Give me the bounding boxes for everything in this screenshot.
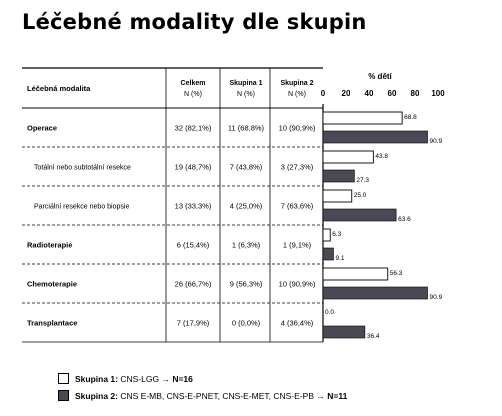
data-label-group1: 43.8 xyxy=(375,153,388,160)
cell-group1: 0 (0,0%) xyxy=(232,319,261,328)
cell-group2: 10 (90,9%) xyxy=(279,124,316,133)
data-label-group2: 9.1 xyxy=(335,255,344,262)
x-tick-label: 40 xyxy=(365,89,374,98)
x-tick-label: 80 xyxy=(411,89,420,98)
row-label: Chemoterapie xyxy=(27,280,77,289)
data-label-group2: 90.9 xyxy=(430,138,443,145)
bar-group1 xyxy=(322,228,331,242)
header-total-unit: N (%) xyxy=(184,91,202,98)
bar-group2 xyxy=(322,325,366,339)
legend-key-group2: Skupina 2: xyxy=(75,390,118,401)
legend-item-group2: Skupina 2: CNS E-MB, CNS-E-PNET, CNS-E-M… xyxy=(58,387,347,404)
legend-desc-group2: CNS E-MB, CNS-E-PNET, CNS-E-MET, CNS-E-P… xyxy=(120,390,325,401)
header-total: Celkem xyxy=(181,80,206,87)
bar-group2 xyxy=(322,286,428,300)
cell-total: 6 (15,4%) xyxy=(177,241,210,250)
bar-group1 xyxy=(322,111,403,125)
cell-total: 26 (66,7%) xyxy=(175,280,212,289)
header-group1: Skupina 1 xyxy=(229,80,262,87)
data-label-group1: 0.0 xyxy=(325,309,334,316)
cell-group1: 11 (68,8%) xyxy=(228,124,265,133)
row-label: Transplantace xyxy=(27,319,77,328)
x-tick-label: 100 xyxy=(431,89,445,98)
legend-key-group1: Skupina 1: xyxy=(75,373,118,384)
cell-group2: 4 (36,4%) xyxy=(281,319,314,328)
legend-swatch-group1 xyxy=(58,373,69,384)
header-group2: Skupina 2 xyxy=(280,80,313,87)
bar-group2 xyxy=(322,130,428,144)
data-label-group1: 6.3 xyxy=(332,231,341,238)
cell-group2: 7 (63,6%) xyxy=(281,202,314,211)
data-label-group2: 63.6 xyxy=(398,216,411,223)
data-label-group1: 68.8 xyxy=(404,114,417,121)
cell-group2: 1 (9,1%) xyxy=(283,241,312,250)
legend-item-group1: Skupina 1: CNS-LGG → N=16 xyxy=(58,370,347,387)
row-label: Radioterapie xyxy=(27,241,72,250)
data-label-group1: 56.3 xyxy=(390,270,403,277)
cell-group1: 7 (43,8%) xyxy=(230,163,263,172)
bar-group1 xyxy=(322,267,389,281)
axis-title: % dětí xyxy=(368,72,392,81)
data-label-group2: 27.3 xyxy=(356,177,369,184)
cell-group2: 10 (90,9%) xyxy=(279,280,316,289)
bar-group1 xyxy=(322,189,353,203)
bar-group2 xyxy=(322,247,334,261)
bar-group1 xyxy=(322,150,374,164)
data-label-group2: 36.4 xyxy=(367,333,380,340)
data-label-group2: 90.9 xyxy=(430,294,443,301)
data-label-group1: 25.0 xyxy=(354,192,367,199)
header-group1-unit: N (%) xyxy=(237,91,255,98)
row-label: Operace xyxy=(27,124,57,133)
x-tick-label: 20 xyxy=(342,89,351,98)
cell-group1: 4 (25,0%) xyxy=(230,202,263,211)
legend-swatch-group2 xyxy=(58,390,69,401)
cell-group2: 3 (27,3%) xyxy=(281,163,314,172)
legend-desc-group1: CNS-LGG → xyxy=(120,373,170,384)
cell-group1: 9 (56,3%) xyxy=(230,280,263,289)
cell-total: 32 (82,1%) xyxy=(175,124,212,133)
x-tick-label: 0 xyxy=(321,89,326,98)
bar-group2 xyxy=(322,208,397,222)
x-tick-label: 60 xyxy=(388,89,397,98)
header-group2-unit: N (%) xyxy=(288,91,306,98)
legend: Skupina 1: CNS-LGG → N=16 Skupina 2: CNS… xyxy=(58,370,347,404)
chart-title: Léčebné modality dle skupin xyxy=(22,10,367,34)
header-modality: Léčebná modalita xyxy=(27,84,91,93)
row-label: Parciální resekce nebo biopsie xyxy=(34,204,129,211)
legend-n-group1: N=16 xyxy=(172,373,193,384)
cell-group1: 1 (6,3%) xyxy=(232,241,261,250)
bar-group2 xyxy=(322,169,355,183)
cell-total: 13 (33,3%) xyxy=(175,202,212,211)
cell-total: 19 (48,7%) xyxy=(175,163,212,172)
cell-total: 7 (17,9%) xyxy=(177,319,210,328)
legend-n-group2: N=11 xyxy=(327,390,348,401)
row-label: Totální nebo subtotální resekce xyxy=(34,165,131,172)
